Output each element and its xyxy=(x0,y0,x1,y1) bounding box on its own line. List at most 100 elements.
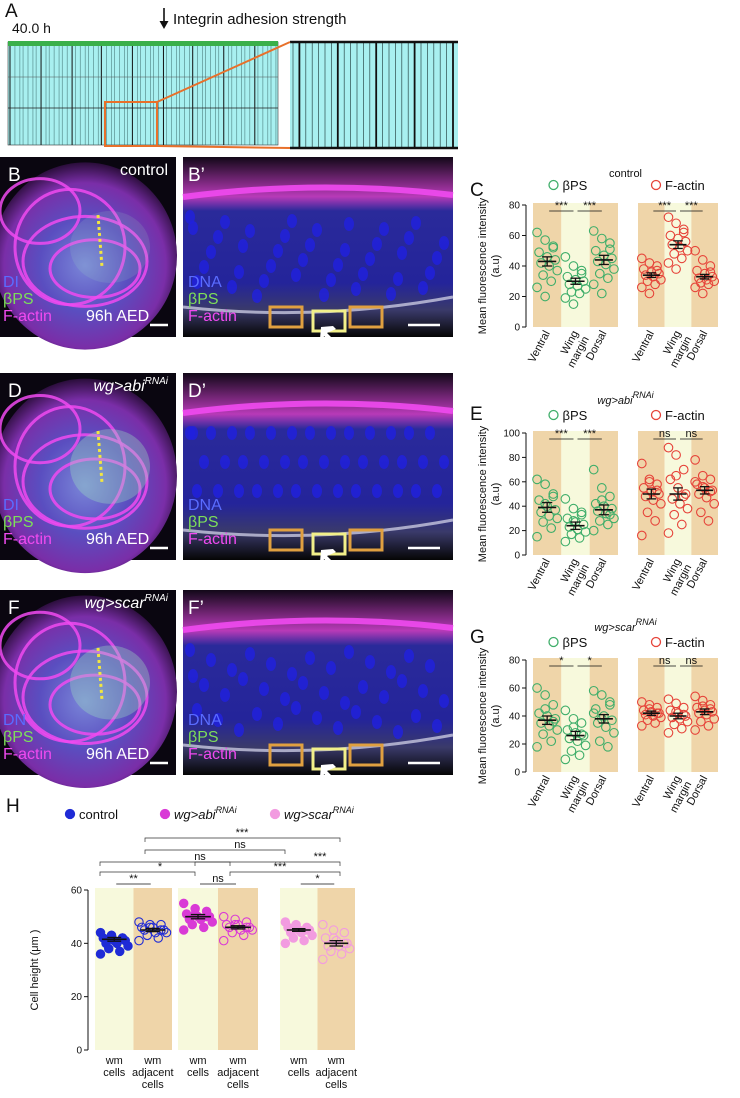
significance-label: *** xyxy=(555,428,569,440)
nucleus xyxy=(298,676,308,690)
nucleus xyxy=(411,484,421,498)
tissue-fold xyxy=(21,214,149,308)
nucleus xyxy=(351,705,361,719)
data-point xyxy=(115,946,125,957)
data-point xyxy=(663,442,674,453)
y-tick-label: 80 xyxy=(509,453,521,464)
y-tick-label: 20 xyxy=(509,526,521,537)
data-point xyxy=(560,494,571,504)
nucleus xyxy=(273,717,283,731)
data-point xyxy=(534,247,544,258)
panel-label: D’ xyxy=(188,381,206,402)
data-point xyxy=(574,533,585,543)
legend-name: F-actin xyxy=(665,178,705,193)
panel-label: D xyxy=(8,381,22,402)
legend-label: F-actin xyxy=(665,635,705,650)
nucleus xyxy=(351,484,361,498)
tissue-fold xyxy=(21,649,149,746)
label-line: wm xyxy=(289,1055,307,1067)
data-point xyxy=(540,235,550,245)
data-point xyxy=(703,720,714,731)
data-point xyxy=(701,274,712,285)
legend-name: βPS xyxy=(563,178,588,193)
green-band xyxy=(8,41,278,46)
nucleus xyxy=(280,692,290,706)
nucleus xyxy=(319,288,329,302)
data-point xyxy=(607,715,617,726)
data-point xyxy=(603,519,613,530)
y-tick-label: 0 xyxy=(514,768,520,779)
comparison-bracket xyxy=(194,861,231,866)
genotype-name: control xyxy=(120,162,168,179)
significance-label: *** xyxy=(583,200,597,212)
panel-label: G xyxy=(470,627,485,648)
data-point xyxy=(548,489,559,499)
data-point xyxy=(605,244,615,255)
roi-box xyxy=(348,305,384,329)
panel-label: F’ xyxy=(188,598,204,619)
data-point xyxy=(532,282,542,293)
nucleus xyxy=(234,723,244,737)
panel-label: C xyxy=(470,180,484,201)
data-point xyxy=(207,917,218,927)
label-line: wm xyxy=(105,1055,123,1067)
data-point xyxy=(605,491,615,502)
nucleus xyxy=(372,237,382,251)
data-point xyxy=(299,935,309,946)
data-point xyxy=(607,253,617,264)
nucleus xyxy=(379,222,389,236)
label-line: wm xyxy=(143,1055,161,1067)
nucleus xyxy=(259,455,269,469)
data-point xyxy=(663,694,674,705)
zoom-lines xyxy=(292,42,454,148)
data-point xyxy=(280,938,291,949)
nucleus xyxy=(344,645,354,659)
significance-label: *** xyxy=(583,428,597,440)
data-point xyxy=(676,723,687,734)
channel-label: F-actin xyxy=(188,531,237,548)
label-line: adjacent xyxy=(132,1067,174,1079)
zoom-sim xyxy=(290,42,458,148)
data-point xyxy=(578,519,589,530)
nucleus xyxy=(372,715,382,729)
data-point xyxy=(156,919,166,930)
label-line: cells xyxy=(103,1067,126,1079)
nucleus xyxy=(333,258,343,272)
chart: C 0 20 40 60 80 Mean fluorescence intensity (a.… xyxy=(470,168,720,370)
data-point xyxy=(576,718,587,728)
data-point xyxy=(650,718,660,728)
data-point xyxy=(574,288,585,299)
data-point xyxy=(690,245,700,256)
data-point xyxy=(676,519,687,530)
data-point xyxy=(697,255,708,265)
data-point xyxy=(318,954,328,965)
sim-lines xyxy=(9,46,277,145)
nucleus xyxy=(326,273,336,287)
data-point xyxy=(538,517,548,527)
category-band xyxy=(691,203,718,327)
data-point xyxy=(671,264,681,274)
nucleus xyxy=(238,455,248,469)
channel-label: βPS xyxy=(188,514,219,531)
data-point xyxy=(709,713,720,724)
nucleus xyxy=(252,707,262,721)
nucleus xyxy=(234,484,244,498)
nucleus xyxy=(386,665,396,679)
stage-label: 96h AED xyxy=(86,531,149,548)
significance-label: ns xyxy=(659,655,671,667)
legend-marker xyxy=(650,179,662,191)
nucleus xyxy=(192,484,202,498)
nucleus xyxy=(393,272,403,286)
data-point xyxy=(328,933,339,943)
y-tick-label: 40 xyxy=(71,939,83,950)
nucleus xyxy=(199,455,209,469)
nucleus xyxy=(206,426,216,440)
channel-label: βPS xyxy=(3,291,34,308)
data-point xyxy=(560,252,571,262)
nucleus xyxy=(287,426,297,440)
y-tick-label: 60 xyxy=(509,684,521,695)
genotype-sup: RNAi xyxy=(145,376,169,387)
tissue-fold xyxy=(48,673,142,736)
